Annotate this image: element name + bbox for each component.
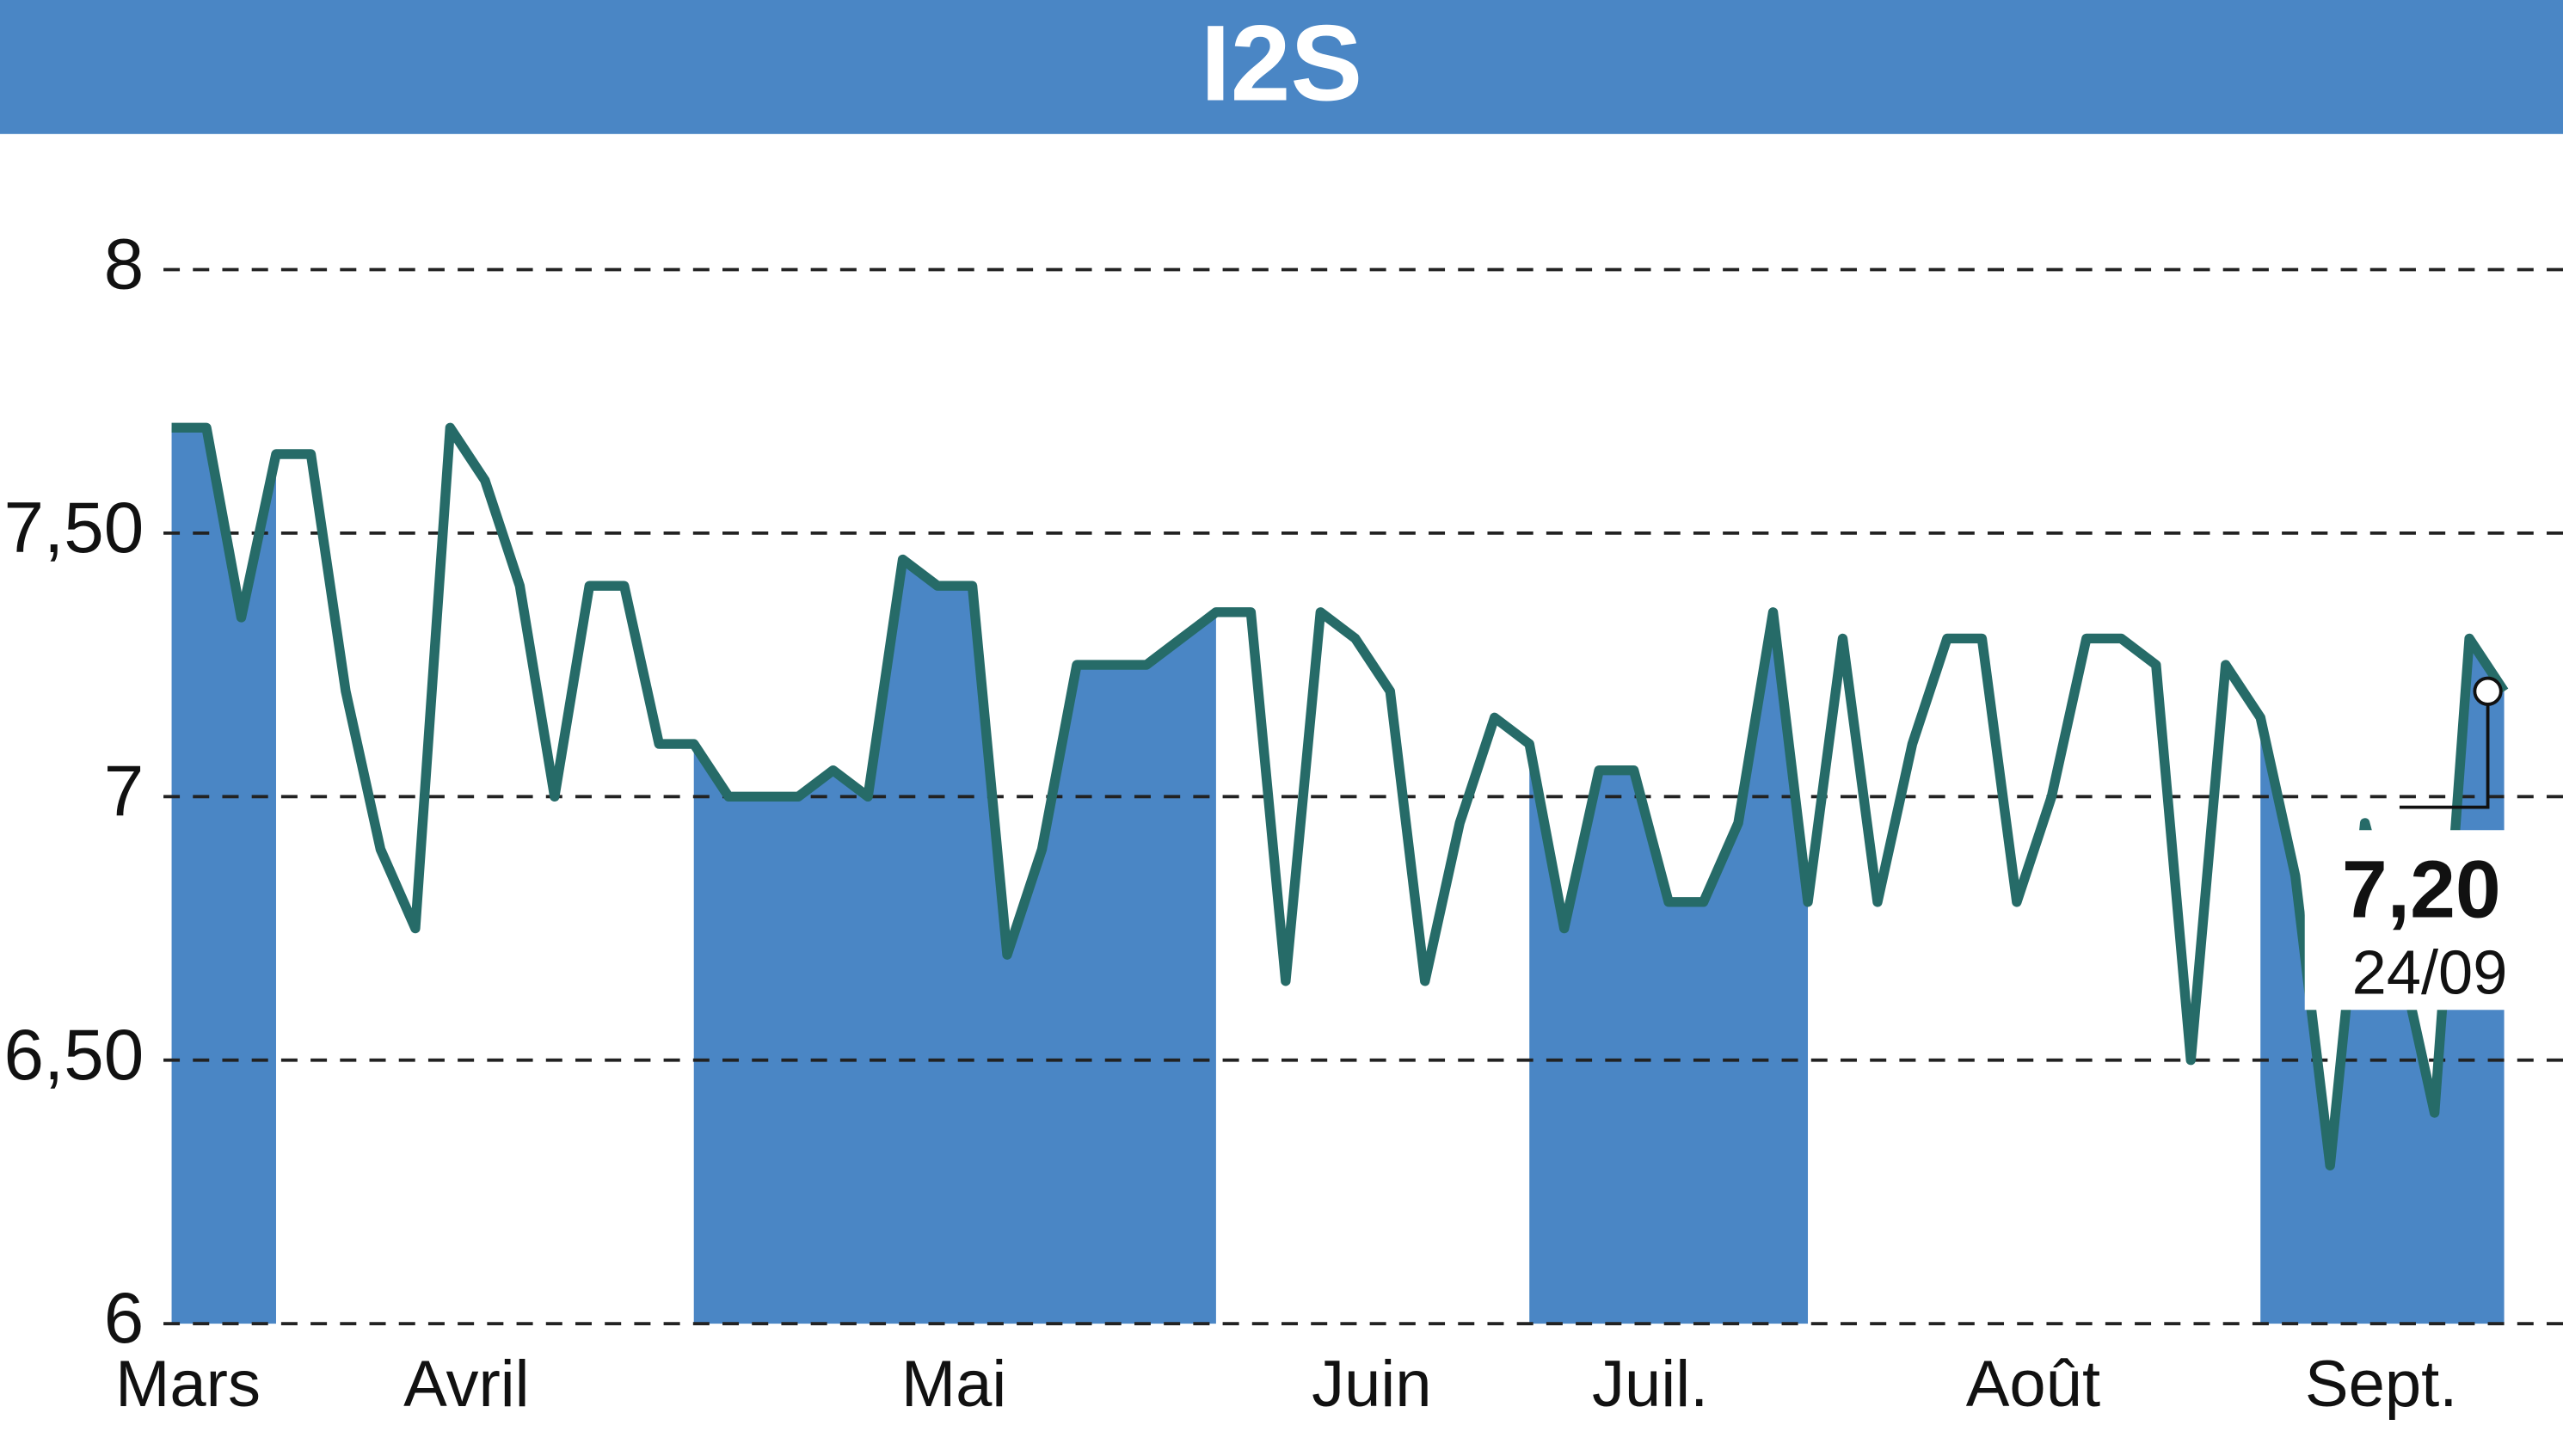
price-line xyxy=(171,422,2509,1170)
x-tick-label: Mars xyxy=(115,1348,261,1421)
x-tick-label: Juin xyxy=(1312,1348,1431,1421)
y-tick-label: 7,50 xyxy=(3,487,144,568)
label-bg xyxy=(2304,830,2511,1011)
x-tick-label: Août xyxy=(1966,1348,2100,1421)
y-tick-label: 6 xyxy=(104,1277,144,1358)
shaded-area xyxy=(693,559,1216,1324)
x-tick-label: Mai xyxy=(901,1348,1006,1421)
title-bar xyxy=(0,0,2563,134)
last-date-label: 24/09 xyxy=(2352,938,2508,1007)
y-tick-label: 6,50 xyxy=(3,1014,144,1095)
shaded-areas xyxy=(171,427,2505,1324)
x-tick-label: Juil. xyxy=(1592,1348,1708,1421)
shaded-area xyxy=(171,427,276,1324)
chart-title: I2S xyxy=(1201,3,1362,124)
x-tick-label: Avril xyxy=(403,1348,529,1421)
grid: 6 6,50 7 7,50 8 Mars Avril Mai Juin Juil. Août Sept… xyxy=(3,224,2563,1421)
y-tick-label: 7 xyxy=(104,750,144,831)
last-connector xyxy=(2399,691,2490,809)
last-point xyxy=(2473,676,2503,706)
shaded-area xyxy=(1529,611,1809,1324)
x-tick-label: Sept. xyxy=(2305,1348,2457,1421)
y-tick-label: 8 xyxy=(104,224,144,304)
last-value-label: 7,20 xyxy=(2342,844,2501,935)
